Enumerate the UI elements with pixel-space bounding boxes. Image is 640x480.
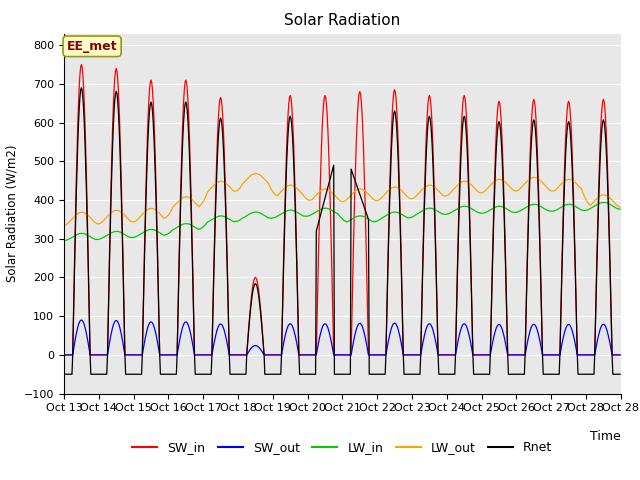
LW_out <box>431 185 439 191</box>
SW_out <box>616 352 624 358</box>
Title: Solar Radiation: Solar Radiation <box>284 13 401 28</box>
LW_out <box>616 204 624 210</box>
SW_in <box>616 352 624 358</box>
LW_out <box>60 222 68 228</box>
Line: SW_out: SW_out <box>64 320 620 355</box>
Line: Rnet: Rnet <box>64 88 620 374</box>
SW_in <box>256 297 264 303</box>
Line: SW_in: SW_in <box>64 65 620 355</box>
LW_in <box>431 206 438 212</box>
Rnet <box>277 372 285 377</box>
Rnet <box>228 372 236 377</box>
SW_out <box>228 352 236 358</box>
LW_out <box>228 186 236 192</box>
Line: LW_in: LW_in <box>64 203 620 240</box>
LW_in <box>600 200 607 205</box>
SW_out <box>277 352 285 358</box>
SW_in <box>77 62 85 68</box>
LW_out <box>256 172 264 178</box>
LW_out <box>252 171 259 177</box>
SW_in <box>431 222 439 228</box>
Legend: SW_in, SW_out, LW_in, LW_out, Rnet: SW_in, SW_out, LW_in, LW_out, Rnet <box>127 436 557 459</box>
Rnet <box>256 301 264 307</box>
LW_in <box>255 210 263 216</box>
Rnet <box>400 372 408 377</box>
SW_out <box>256 346 264 351</box>
SW_out <box>431 336 439 342</box>
SW_in <box>277 352 285 358</box>
LW_in <box>228 217 236 223</box>
Text: EE_met: EE_met <box>67 40 117 53</box>
LW_out <box>400 190 408 196</box>
Rnet <box>126 372 134 377</box>
LW_in <box>276 212 284 217</box>
SW_out <box>126 352 134 358</box>
LW_in <box>125 234 133 240</box>
Rnet <box>77 85 85 91</box>
Rnet <box>431 233 439 239</box>
LW_in <box>399 213 407 218</box>
Text: Time: Time <box>590 430 621 443</box>
LW_out <box>125 217 133 223</box>
SW_out <box>60 352 68 358</box>
SW_in <box>400 352 408 358</box>
LW_in <box>616 206 624 212</box>
SW_in <box>126 352 134 358</box>
LW_out <box>277 189 285 195</box>
SW_in <box>228 352 236 358</box>
Line: LW_out: LW_out <box>64 174 620 225</box>
LW_in <box>60 238 68 243</box>
SW_out <box>400 352 408 358</box>
SW_in <box>60 352 68 358</box>
Rnet <box>616 372 624 377</box>
SW_out <box>77 317 85 323</box>
Rnet <box>60 372 68 377</box>
Y-axis label: Solar Radiation (W/m2): Solar Radiation (W/m2) <box>5 145 19 282</box>
